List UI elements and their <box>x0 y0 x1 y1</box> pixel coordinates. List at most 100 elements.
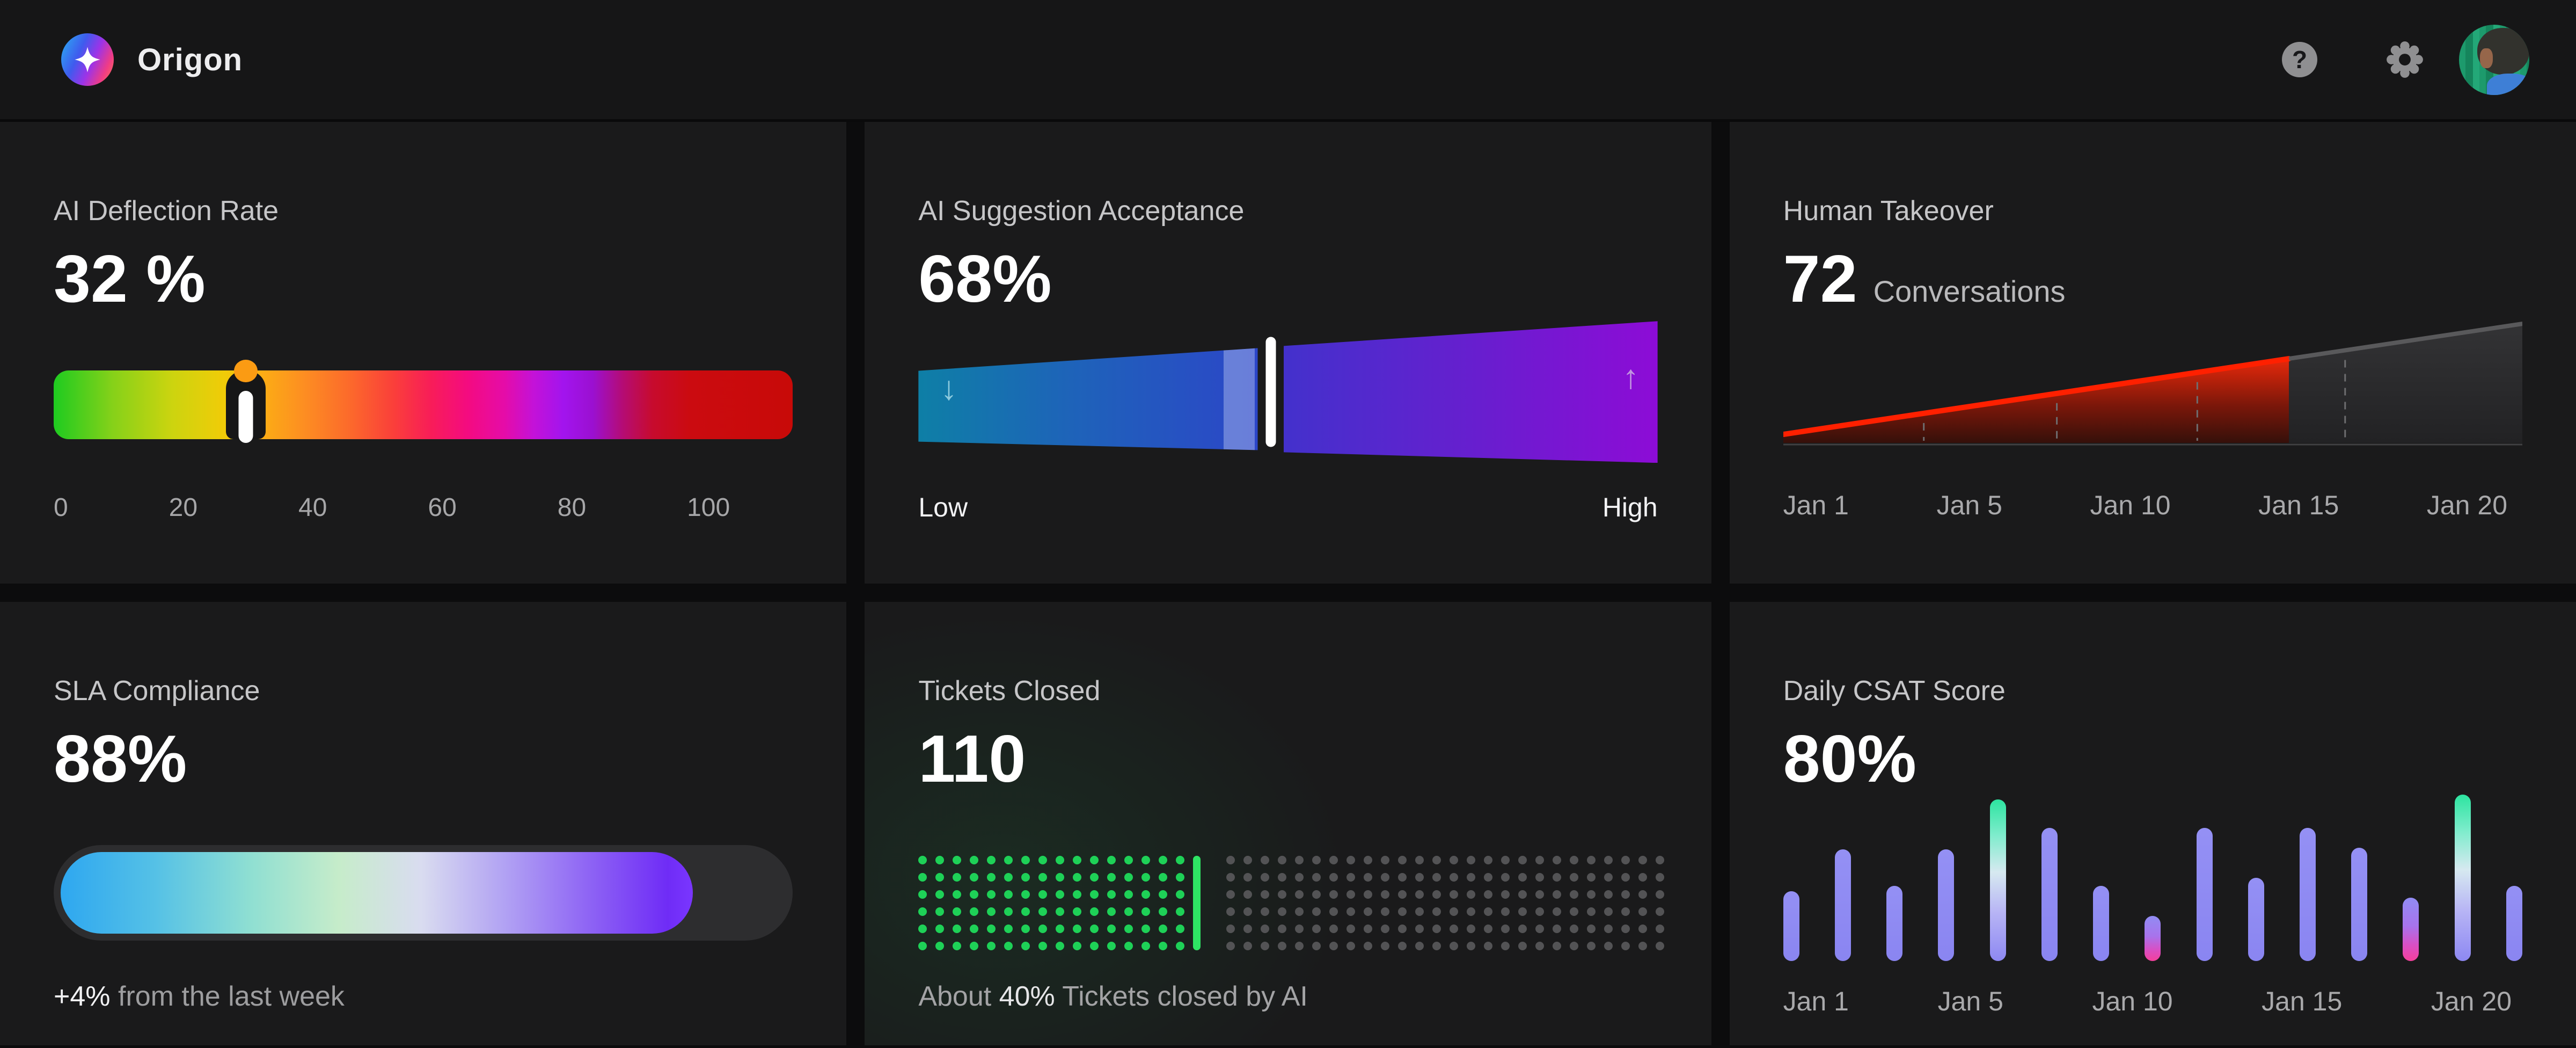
open-dot <box>1398 890 1407 899</box>
gauge-high-label: High <box>1602 492 1658 523</box>
open-dot <box>1656 856 1665 865</box>
open-dot <box>1398 942 1407 951</box>
sla-delta-value: +4% <box>54 981 111 1013</box>
tickets-caption: About 40% Tickets closed by AI <box>918 980 1657 1013</box>
deflection-gradient-slider[interactable] <box>54 360 793 443</box>
ai-closed-dot <box>1159 942 1168 951</box>
ai-closed-dot <box>1176 890 1185 899</box>
csat-bar <box>1783 891 1799 962</box>
ai-closed-dot <box>1056 856 1065 865</box>
open-dot <box>1535 856 1545 865</box>
open-dot <box>1226 856 1235 865</box>
open-dot <box>1415 942 1424 951</box>
ai-closed-dot <box>1107 873 1116 882</box>
dashboard-grid: AI Deflection Rate 32 % 0 20 40 60 80 100 AI … <box>0 122 2576 1045</box>
card-human-takeover: Human Takeover 72 Conversations Jan 1 Jan… <box>1729 122 2576 584</box>
open-dot <box>1415 925 1424 934</box>
dot-matrix-divider <box>1193 856 1201 951</box>
sla-value: 88% <box>54 722 187 797</box>
open-dot <box>1278 907 1287 916</box>
ai-closed-dot <box>1073 856 1082 865</box>
caption-percentage: 40% <box>999 981 1055 1013</box>
gauge-high-wedge <box>1283 321 1658 463</box>
open-dot <box>1381 907 1390 916</box>
open-dot <box>1364 856 1373 865</box>
csat-x-axis: Jan 1 Jan 5 Jan 10 Jan 15 Jan 20 <box>1783 986 2522 1017</box>
ai-closed-dot <box>1056 890 1065 899</box>
ai-closed-dot <box>1021 907 1030 916</box>
csat-bar <box>2351 848 2368 962</box>
ai-closed-dot <box>953 873 962 882</box>
open-dot <box>1364 942 1373 951</box>
open-dot <box>1587 907 1596 916</box>
ai-closed-dot <box>1004 856 1013 865</box>
open-dot <box>1553 925 1562 934</box>
sparkle-star-icon <box>75 47 100 72</box>
open-dot <box>1432 942 1441 951</box>
open-dot <box>1518 907 1527 916</box>
ai-closed-dot <box>1056 873 1065 882</box>
open-dot <box>1364 907 1373 916</box>
csat-bar <box>2454 795 2471 962</box>
open-dot <box>1656 873 1665 882</box>
ai-closed-dot <box>987 873 996 882</box>
open-dot <box>1535 890 1545 899</box>
open-dot <box>1587 873 1596 882</box>
open-dot <box>1553 907 1562 916</box>
gear-icon <box>2387 41 2423 78</box>
ai-closed-dot <box>1124 925 1133 934</box>
help-button[interactable]: ? <box>2282 42 2317 77</box>
open-dot <box>1243 873 1253 882</box>
ai-closed-dot <box>970 856 979 865</box>
axis-tick-label: Jan 5 <box>1937 986 2003 1017</box>
open-dot <box>1364 873 1373 882</box>
ai-closed-dot <box>987 856 996 865</box>
open-dot <box>1587 942 1596 951</box>
avatar-shirt <box>2487 74 2529 95</box>
user-avatar[interactable] <box>2459 24 2529 95</box>
takeover-unit: Conversations <box>1873 274 2066 309</box>
open-dot <box>1638 942 1648 951</box>
csat-bar <box>1938 849 1955 962</box>
open-dot <box>1501 856 1510 865</box>
open-dot <box>1450 907 1459 916</box>
ai-closed-dot <box>1107 856 1116 865</box>
axis-tick-label: Jan 10 <box>2090 490 2171 521</box>
gauge-highlight-band <box>1224 348 1255 450</box>
open-dot <box>1553 942 1562 951</box>
open-dot <box>1226 907 1235 916</box>
takeover-value-row: 72 Conversations <box>1783 246 2522 312</box>
open-dot <box>1261 856 1270 865</box>
tickets-dot-matrix <box>918 856 1665 951</box>
header-actions: ? <box>2282 24 2529 95</box>
dot-row <box>918 942 1665 951</box>
ai-closed-dot <box>1159 907 1168 916</box>
sla-delta-caption: +4% from the last week <box>54 980 793 1013</box>
ai-closed-dot <box>935 925 945 934</box>
ai-closed-dot <box>935 907 945 916</box>
card-title: Human Takeover <box>1783 195 1994 227</box>
slider-scale: 0 20 40 60 80 100 <box>54 493 730 522</box>
open-dot <box>1484 856 1493 865</box>
open-dot <box>1570 873 1579 882</box>
open-dot <box>1587 890 1596 899</box>
ai-closed-dot <box>1004 907 1013 916</box>
slider-handle[interactable] <box>238 391 253 443</box>
gauge-marker[interactable] <box>1265 337 1276 447</box>
open-dot <box>1381 890 1390 899</box>
open-dot <box>1381 873 1390 882</box>
axis-tick-label: Jan 20 <box>2431 986 2512 1017</box>
ai-closed-dot <box>1159 856 1168 865</box>
ai-closed-dot <box>918 925 927 934</box>
ai-closed-dot <box>1176 925 1185 934</box>
ai-closed-dot <box>1124 890 1133 899</box>
ai-closed-dot <box>1141 890 1151 899</box>
ai-closed-dot <box>918 856 927 865</box>
settings-button[interactable] <box>2386 41 2424 78</box>
open-dot <box>1346 925 1356 934</box>
open-dot <box>1432 873 1441 882</box>
axis-tick-label: 60 <box>428 493 457 522</box>
axis-tick-label: Jan 20 <box>2426 490 2507 521</box>
ai-closed-dot <box>987 890 996 899</box>
open-dot <box>1467 942 1476 951</box>
